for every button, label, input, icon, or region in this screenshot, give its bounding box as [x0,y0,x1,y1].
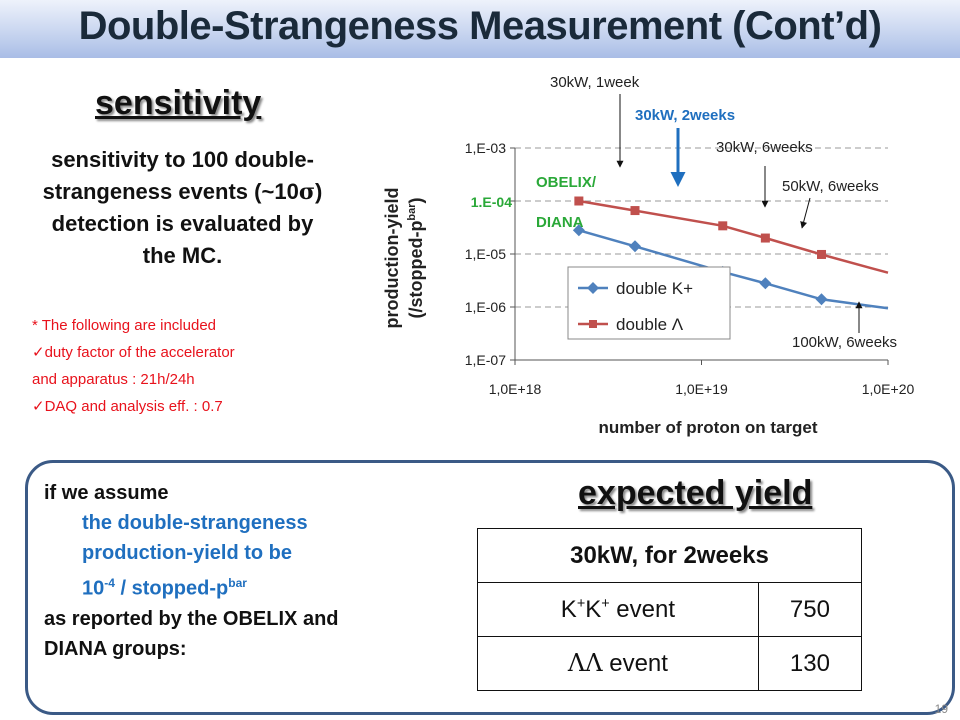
sens-line-2-text: strangeness events (~10 [42,179,299,204]
row1-value: 750 [757,582,863,637]
assume-sup: bar [228,576,247,590]
row2-value: 130 [757,636,863,691]
y-tick-label: 1,E-05 [465,246,506,262]
sens-line-2-end: ) [315,179,323,204]
expected-yield-heading: expected yield [578,474,813,512]
sensitivity-heading: sensitivity [95,84,262,122]
row2-label: ΛΛ event [477,636,759,691]
chart-axes [510,147,889,365]
page-number: 19 [934,702,948,716]
data-point-ll [630,206,640,216]
arrow-50kw-6weeks [800,197,811,229]
assume-mid: / stopped-p [114,577,229,600]
row2-label-rest: event [602,650,668,677]
y-marker-label: 1.E-04 [471,194,512,210]
title-bar [0,0,960,58]
note-2-text: DAQ and analysis eff. : 0.7 [44,398,223,415]
annotation-30kw-1week: 30kW, 1week [550,74,640,91]
legend-label-kk: double K+ [616,279,693,298]
x-tick-label: 1,0E+20 [862,381,915,397]
annotation-30kw-2weeks: 30kW, 2weeks [635,107,735,124]
note-1: ✓duty factor of the accelerator [32,339,362,366]
assume-line-5: as reported by the OBELIX and [44,607,339,630]
sens-line-1: sensitivity to 100 double- [51,147,314,172]
yield-chart: 1,E-03 1,E-05 1,E-06 1,E-07 1,0E+18 1,0E+19 1,… [382,74,915,437]
y-tick-label: 1,E-03 [465,140,506,156]
chart-series [572,196,889,310]
data-point-kk [759,277,772,290]
assume-line-6: DIANA groups: [44,637,187,660]
table-row: 30kW, for 2weeks [477,528,862,583]
note-1a: duty factor of the accelerator [44,344,235,361]
square-icon [589,320,597,328]
assume-base: 10 [82,577,105,600]
x-axis-label: number of proton on target [598,418,817,437]
y-axis-label: production-yield (/stopped-pbar) [382,188,426,329]
check-icon: ✓ [32,398,45,415]
slide-title: Double-Strangeness Measurement (Cont’d) [78,4,882,48]
data-point-ll [718,221,728,231]
diana-label: DIANA [536,214,584,231]
row1-label: K+K+ event [477,582,759,637]
k-1: K [560,595,577,623]
k-2-sup: + [601,595,610,612]
sens-line-3: detection is evaluated by [51,211,314,236]
data-point-kk [629,240,642,253]
chart-legend: double K+ double Λ [567,266,731,340]
k-1-sup: + [576,595,586,612]
y-label-post: ) [406,197,426,203]
table-header: 30kW, for 2weeks [477,528,862,583]
y-axis-label-line2: (/stopped-pbar) [406,197,426,318]
assumption-box [25,460,955,715]
data-point-ll [760,233,770,243]
k-2: K [585,595,602,623]
assume-exp: -4 [104,576,115,590]
row1-label-rest: event [609,595,676,623]
check-icon: ✓ [32,344,45,361]
obelix-label: OBELIX/ [536,174,597,191]
sigma-symbol: σ [298,179,316,205]
chart-ticks: 1,E-03 1,E-05 1,E-06 1,E-07 1,0E+18 1,0E+19 1,… [465,140,915,397]
expected-yield-table: 30kW, for 2weeks K+K+ event 750 ΛΛ event… [477,528,863,691]
x-tick-label: 1,0E+19 [675,381,728,397]
y-label-sup: bar [406,203,418,221]
sensitivity-description: sensitivity to 100 double- strangeness e… [10,144,355,272]
data-point-kk [815,293,828,306]
diamond-icon [587,282,599,294]
table-row: K+K+ event 750 [477,582,863,637]
annotation-50kw-6weeks: 50kW, 6weeks [782,178,879,195]
x-tick-label: 1,0E+18 [489,381,542,397]
sens-line-2: strangeness events (~10σ) [10,176,355,208]
lambda-symbol: ΛΛ [567,649,603,677]
y-tick-label: 1,E-07 [465,352,506,368]
annotation-100kw-6weeks: 100kW, 6weeks [792,334,897,351]
assumption-text: if we assume the double-strangeness prod… [44,478,339,664]
sens-line-4: the MC. [142,243,223,268]
data-point-ll [817,249,827,259]
assume-line-1: if we assume [44,482,169,504]
series-line-1 [578,199,889,274]
y-tick-label: 1,E-06 [465,299,506,315]
notes: * The following are included ✓duty facto… [32,312,362,420]
annotation-30kw-6weeks: 30kW, 6weeks [716,139,813,156]
legend-label-ll: double Λ [616,315,684,334]
y-axis-label-line1: production-yield [382,188,402,329]
data-point-kk [572,224,585,237]
assume-line-2: the double-strangeness [82,512,308,534]
table-row: ΛΛ event 130 [477,636,863,691]
assume-line-3: production-yield to be [82,542,292,564]
note-1b: and apparatus : 21h/24h [32,371,195,388]
note-2: ✓DAQ and analysis eff. : 0.7 [32,393,362,420]
y-label-pre: (/stopped-p [406,221,426,319]
data-point-ll [574,196,584,206]
note-intro: * The following are included [32,317,217,334]
assume-line-4: 10-4 / stopped-pbar [44,568,339,604]
